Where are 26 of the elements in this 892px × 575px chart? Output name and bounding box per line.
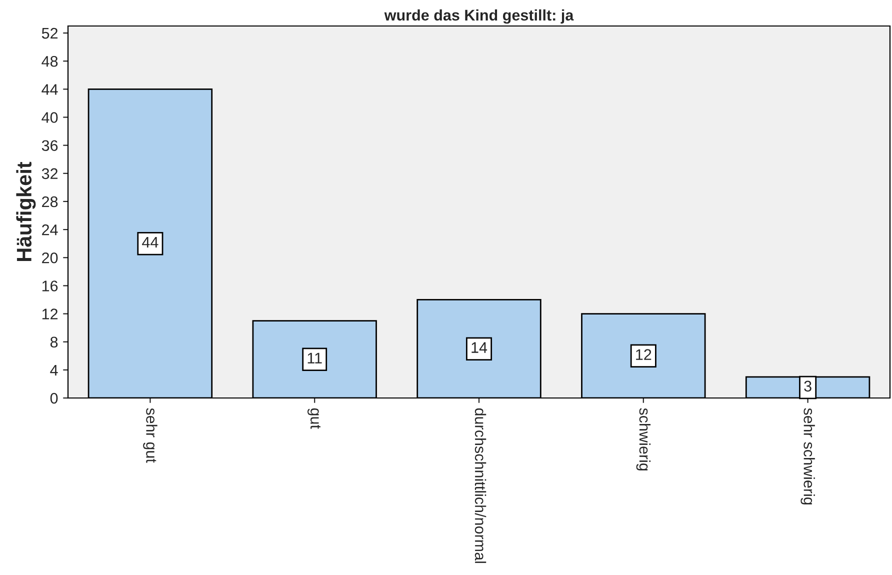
- y-tick-label: 28: [42, 196, 58, 208]
- x-tick-label: durchschnittlich/normal: [474, 408, 486, 563]
- x-tick-label: schwierig: [636, 408, 651, 470]
- y-tick-label: 40: [42, 112, 58, 123]
- data-label: 12: [636, 349, 652, 360]
- x-tick-label: sehr gut: [143, 408, 158, 463]
- y-tick-label: 0: [50, 392, 58, 404]
- data-label: 3: [804, 380, 812, 392]
- x-tick-label: sehr schwierig: [800, 408, 815, 504]
- data-label: 14: [472, 342, 488, 353]
- y-tick-label: 52: [42, 28, 58, 39]
- data-label: 44: [142, 237, 158, 248]
- y-tick-label: 32: [42, 168, 58, 180]
- y-tick-label: 44: [42, 84, 58, 95]
- y-tick-label: 4: [50, 364, 58, 376]
- y-tick-label: 36: [42, 140, 58, 152]
- y-tick-label: 16: [42, 280, 58, 292]
- x-tick-label: gut: [307, 408, 321, 429]
- y-tick-label: 48: [42, 56, 58, 67]
- y-tick-label: 24: [42, 224, 58, 236]
- chart-title: wurde das Kind gestillt: ja: [384, 9, 574, 24]
- data-label: 11: [308, 352, 322, 364]
- y-tick-label: 8: [50, 336, 58, 348]
- y-axis-title: Häufigkeit: [16, 162, 36, 261]
- y-tick-label: 12: [42, 308, 58, 320]
- y-tick-label: 20: [42, 252, 58, 264]
